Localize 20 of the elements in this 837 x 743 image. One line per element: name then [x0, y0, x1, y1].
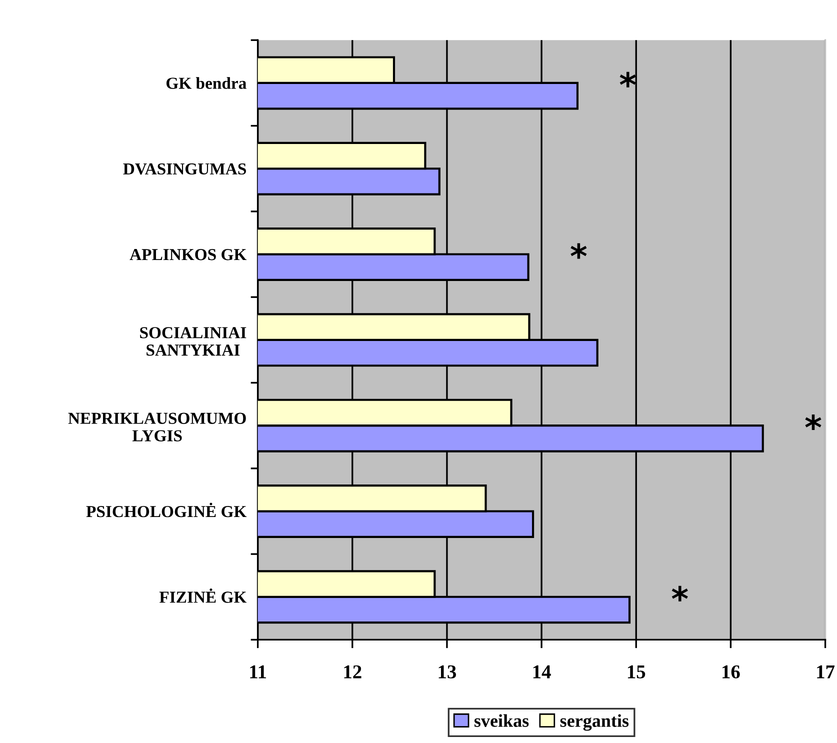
x-tick-label: 12: [344, 665, 362, 678]
x-tick-label: 11: [250, 665, 266, 678]
annotation: *: [570, 243, 587, 259]
y-tick-label: PSICHOLOGINĖ GK: [86, 502, 247, 518]
annotation: *: [805, 414, 822, 430]
x-tick-label: 15: [628, 665, 646, 678]
y-tick-label: DVASINGUMAS: [123, 163, 246, 175]
annotation: *: [620, 72, 636, 88]
y-tick-label: NEPRIKLAUSOMUMO LYGIS: [68, 412, 246, 442]
annotation: *: [672, 586, 688, 602]
x-tick-label: 13: [438, 665, 456, 678]
x-tick-label: 16: [722, 665, 740, 678]
x-tick-label: 17: [817, 665, 835, 678]
legend-label: sveikas: [474, 714, 529, 727]
y-tick-label: APLINKOS GK: [130, 249, 247, 260]
y-tick-label: SOCIALINIAI SANTYKIAI: [140, 327, 246, 356]
y-tick-label: FIZINĖ GK: [159, 588, 247, 603]
x-tick-label: 14: [533, 665, 551, 678]
y-tick-label: GK bendra: [166, 77, 246, 89]
legend-label: sergantis: [560, 714, 629, 731]
